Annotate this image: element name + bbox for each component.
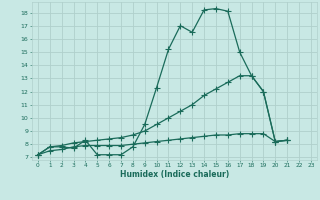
X-axis label: Humidex (Indice chaleur): Humidex (Indice chaleur)	[120, 170, 229, 179]
